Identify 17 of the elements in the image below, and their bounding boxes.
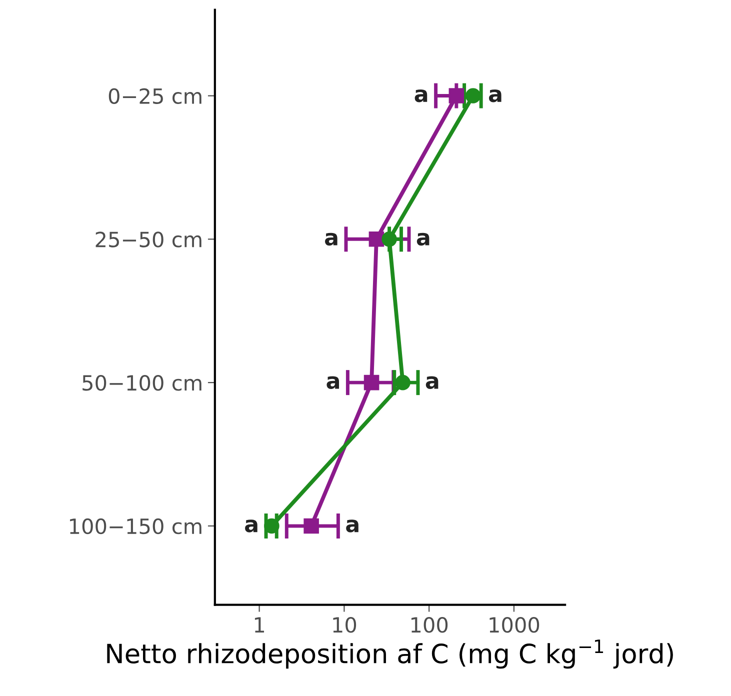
annotation: a	[426, 376, 438, 390]
x-tick-label: 10	[333, 616, 356, 633]
annotation: a	[488, 89, 502, 102]
annotation: a	[324, 232, 338, 246]
annotation: a	[416, 232, 430, 246]
annotation: a	[326, 376, 340, 390]
annotation: a	[346, 520, 358, 532]
annotation: a	[414, 89, 428, 102]
y-tick-label: 100−150 cm	[70, 518, 202, 534]
annotation: a	[245, 520, 258, 532]
y-tick-label: 25−50 cm	[96, 232, 202, 248]
x-tick-label: 100	[411, 616, 448, 633]
x-tick-label: 1	[254, 617, 264, 632]
x-axis-title: Netto rhizodeposition af C (mg C kg$^{−1}$ jord)	[107, 640, 673, 669]
x-tick-label: 1000	[490, 616, 540, 633]
y-tick-label: 0−25 cm	[108, 88, 202, 104]
y-tick-label: 50−100 cm	[82, 375, 202, 391]
